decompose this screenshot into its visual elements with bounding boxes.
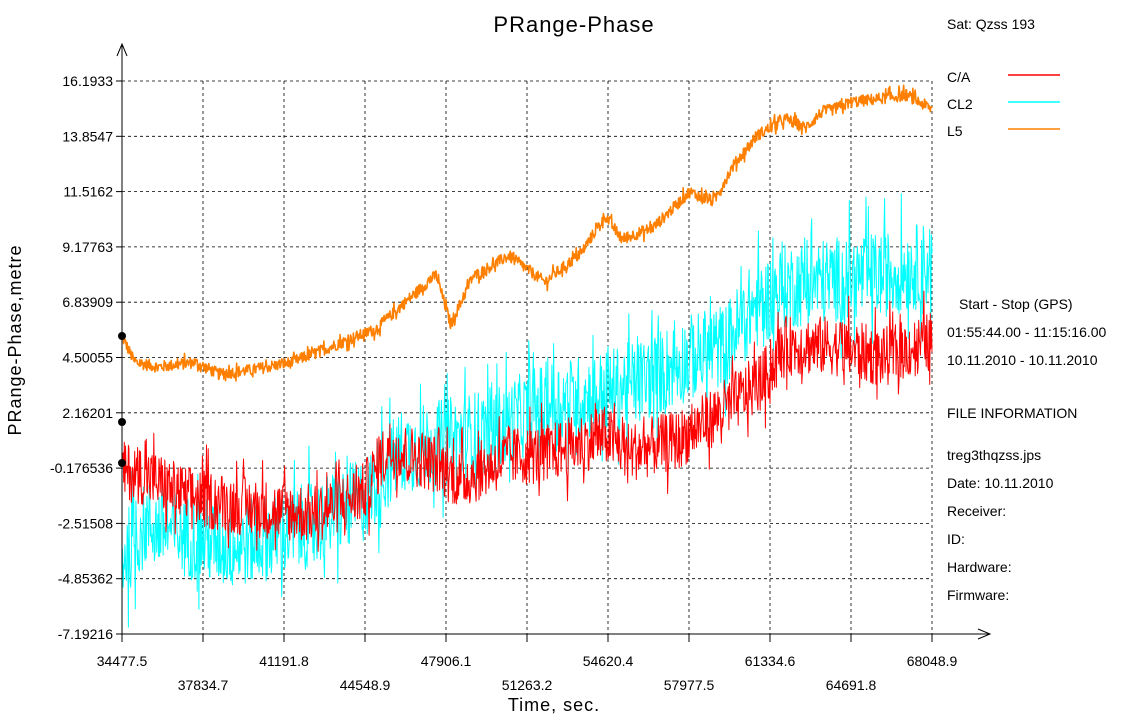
x-tick-label: 57977.5 — [664, 677, 715, 693]
legend: C/A CL2 L5 — [947, 69, 1060, 139]
axis-marker-dot — [118, 418, 126, 426]
y-tick-label: 9.17763 — [62, 239, 113, 255]
x-tick-label: 68048.9 — [907, 653, 958, 669]
x-tick-label: 61334.6 — [745, 653, 796, 669]
start-stop-heading: Start - Stop (GPS) — [959, 296, 1073, 312]
x-tick-label: 34477.5 — [97, 653, 148, 669]
y-tick-label: 4.50055 — [62, 350, 113, 366]
y-tick-label: 2.16201 — [62, 405, 113, 421]
session-info: Start - Stop (GPS) 01:55:44.00 - 11:15:1… — [947, 290, 1106, 374]
file-info-heading: FILE INFORMATION — [947, 405, 1078, 421]
x-tick-label: 54620.4 — [583, 653, 634, 669]
hardware-field: Hardware: — [947, 559, 1012, 575]
tick-labels: 34477.5 37834.7 41191.8 44548.9 47906.1 51263… — [50, 73, 958, 693]
file-name: treg3thqzss.jps — [947, 447, 1042, 463]
sat-text: Sat: Qzss 193 — [947, 16, 1035, 32]
y-axis-label: PRange-Phase,metre — [5, 244, 25, 435]
gridlines — [121, 80, 933, 635]
series-line-ca — [121, 290, 933, 552]
y-tick-label: 16.1933 — [62, 73, 113, 89]
y-axis-arrow — [116, 42, 128, 57]
legend-label-l5: L5 — [947, 123, 963, 139]
y-tick-label: 6.83909 — [62, 294, 113, 310]
y-tick-label: -4.85362 — [58, 571, 113, 587]
x-tick-label: 47906.1 — [421, 653, 472, 669]
y-tick-label: -2.51508 — [58, 515, 113, 531]
series-line-l5 — [121, 84, 933, 382]
date-range: 10.11.2010 - 10.11.2010 — [947, 352, 1098, 368]
chart-title: PRange-Phase — [493, 12, 654, 37]
x-tick-label: 64691.8 — [826, 677, 877, 693]
y-tick-label: 11.5162 — [63, 184, 113, 200]
axes — [116, 42, 992, 642]
x-axis-arrow — [977, 628, 992, 640]
file-date: Date: 10.11.2010 — [947, 475, 1054, 491]
x-tick-label: 41191.8 — [259, 653, 309, 669]
x-tick-label: 44548.9 — [340, 677, 391, 693]
x-tick-label: 51263.2 — [502, 677, 553, 693]
legend-label-cl2: CL2 — [947, 96, 973, 112]
receiver-field: Receiver: — [947, 503, 1007, 519]
y-tick-label: -0.176536 — [50, 460, 113, 476]
firmware-field: Firmware: — [947, 587, 1010, 603]
y-tick-label: -7.19216 — [58, 626, 113, 642]
time-range: 01:55:44.00 - 11:15:16.00 — [947, 324, 1107, 340]
x-axis-label: Time, sec. — [508, 695, 600, 715]
axis-marker-dot — [118, 459, 126, 467]
file-info-panel: FILE INFORMATION treg3thqzss.jps Date: 1… — [947, 399, 1077, 609]
x-tick-label: 37834.7 — [178, 677, 229, 693]
satellite-label: Sat: Qzss 193 — [947, 16, 1035, 32]
id-field: ID: — [947, 531, 965, 547]
legend-label-ca: C/A — [947, 69, 971, 85]
series-layer — [121, 84, 933, 628]
axis-marker-dot — [118, 332, 126, 340]
y-tick-label: 13.8547 — [62, 128, 113, 144]
